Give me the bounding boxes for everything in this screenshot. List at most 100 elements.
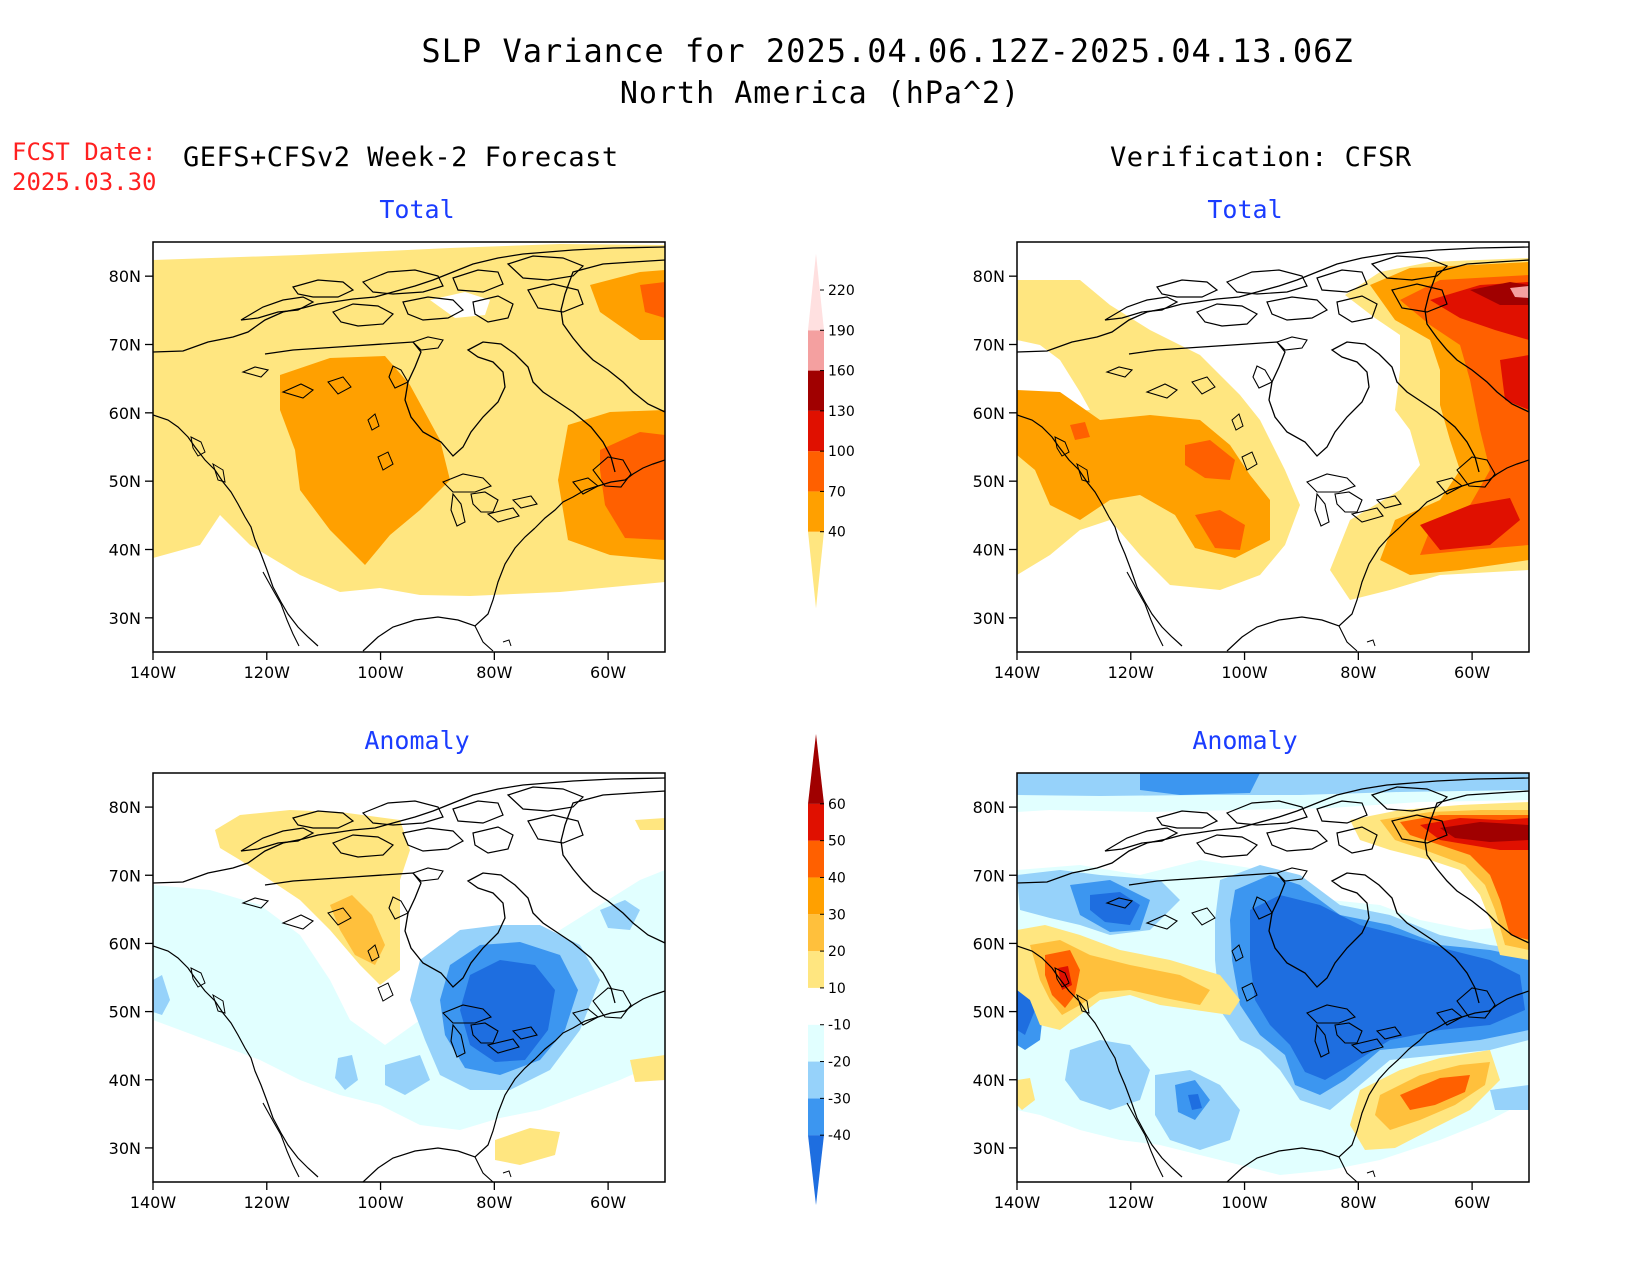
colorbar-swatch	[808, 253, 824, 331]
colorbar-swatch	[808, 803, 824, 841]
colorbar-swatch	[808, 531, 824, 609]
lat-tick-label: 40N	[109, 1071, 141, 1090]
lat-tick-label: 40N	[109, 541, 141, 560]
colorbar-label: 40	[828, 525, 846, 541]
colorbar-label: -30	[828, 1091, 851, 1107]
axis-ticks-group: 30N 40N 50N 60N 70N 80N 140W 120W 100W 80W 60W 30N 4…	[109, 267, 1491, 1212]
verification-anomaly-frame	[1016, 772, 1530, 1183]
colorbar-label: 40	[828, 870, 846, 886]
colorbar-label: 30	[828, 907, 846, 923]
lat-tick-label: 30N	[973, 609, 1005, 628]
colorbar-label: 160	[828, 364, 855, 380]
verification-anomaly-map	[1017, 773, 1529, 1182]
lon-tick-label: 80W	[1340, 663, 1376, 682]
forecast-anomaly-map	[153, 773, 665, 1182]
lat-tick-label: 50N	[973, 472, 1005, 491]
lat-tick-label: 30N	[973, 1139, 1005, 1158]
lat-tick-label: 70N	[109, 336, 141, 355]
colorbar-swatch	[808, 370, 824, 411]
lon-tick-label: 120W	[1108, 663, 1155, 682]
colorbar-label: 100	[828, 444, 855, 460]
colorbar-swatch	[808, 491, 824, 532]
lon-tick-label: 140W	[130, 1193, 177, 1212]
lat-tick-label: 60N	[973, 934, 1005, 953]
colorbar-label: 60	[828, 797, 846, 813]
colorbar-swatch	[808, 987, 824, 1025]
colorbar-label: 130	[828, 404, 855, 420]
verification-total-map	[1017, 242, 1529, 652]
colorbar-label: 190	[828, 323, 855, 339]
lon-tick-label: 120W	[244, 663, 291, 682]
colorbar-label: -40	[828, 1128, 851, 1144]
verification-total-frame	[1016, 241, 1530, 653]
lon-tick-label: 100W	[1221, 663, 1268, 682]
chart-subtitle: North America (hPa^2)	[619, 76, 1021, 111]
colorbar-swatch	[808, 733, 824, 804]
lat-tick-label: 60N	[109, 404, 141, 423]
colorbar-label: 20	[828, 944, 846, 960]
forecast-total-frame	[152, 241, 666, 653]
lon-tick-label: 80W	[1340, 1193, 1376, 1212]
lon-tick-label: 140W	[994, 663, 1041, 682]
colorbar-swatch	[808, 330, 824, 371]
lat-tick-label: 40N	[973, 541, 1005, 560]
lon-tick-label: 140W	[994, 1193, 1041, 1212]
colorbar-label: 50	[828, 834, 846, 850]
colorbar-label: 70	[828, 484, 846, 500]
lat-tick-label: 60N	[973, 404, 1005, 423]
lat-tick-label: 70N	[973, 336, 1005, 355]
colorbar-swatch	[808, 451, 824, 492]
lon-tick-label: 120W	[244, 1193, 291, 1212]
chart-title: SLP Variance for 2025.04.06.12Z-2025.04.…	[421, 32, 1354, 70]
colorbar-swatch	[808, 914, 824, 952]
lon-tick-label: 100W	[357, 1193, 404, 1212]
colorbar-swatch	[808, 1061, 824, 1099]
lat-tick-label: 50N	[973, 1003, 1005, 1022]
panel-title-forecast-total: Total	[379, 195, 455, 224]
lat-tick-label: 80N	[109, 267, 141, 286]
colorbar-label: -20	[828, 1055, 851, 1071]
colorbar-swatch	[808, 1098, 824, 1136]
total-colorbar: 40 70 100 130 160 190 220	[808, 253, 855, 609]
colorbar-label: -10	[828, 1018, 851, 1034]
forecast-anomaly-frame	[152, 772, 666, 1183]
lon-tick-label: 60W	[590, 663, 626, 682]
colorbar-swatch	[808, 840, 824, 878]
colorbar-label: 10	[828, 981, 846, 997]
lat-tick-label: 50N	[109, 1003, 141, 1022]
lon-tick-label: 100W	[1221, 1193, 1268, 1212]
lon-tick-label: 120W	[1108, 1193, 1155, 1212]
forecast-date-label: FCST Date:	[12, 138, 157, 166]
panel-title-verification-total: Total	[1207, 195, 1283, 224]
lon-tick-label: 60W	[590, 1193, 626, 1212]
lon-tick-label: 60W	[1454, 663, 1490, 682]
lat-tick-label: 50N	[109, 472, 141, 491]
lon-tick-label: 140W	[130, 663, 177, 682]
lon-tick-label: 80W	[476, 1193, 512, 1212]
colorbar-swatch	[808, 877, 824, 915]
lat-tick-label: 30N	[109, 609, 141, 628]
colorbar-swatch	[808, 1135, 824, 1206]
colorbar-label: 220	[828, 283, 855, 299]
lon-tick-label: 100W	[357, 663, 404, 682]
colorbar-swatch	[808, 951, 824, 988]
lat-tick-label: 30N	[109, 1139, 141, 1158]
verification-column-header: Verification: CFSR	[1110, 142, 1412, 173]
anomaly-colorbar: -40 -30 -20 -10 10 20 30 40 50 60	[808, 733, 851, 1206]
lat-tick-label: 80N	[109, 798, 141, 817]
forecast-date-value: 2025.03.30	[12, 168, 157, 196]
panel-title-forecast-anomaly: Anomaly	[364, 726, 470, 755]
lat-tick-label: 80N	[973, 267, 1005, 286]
colorbar-swatch	[808, 410, 824, 452]
forecast-column-header: GEFS+CFSv2 Week-2 Forecast	[183, 142, 619, 173]
lat-tick-label: 60N	[109, 934, 141, 953]
lat-tick-label: 70N	[109, 866, 141, 885]
forecast-total-map	[153, 242, 665, 652]
panel-title-verification-anomaly: Anomaly	[1192, 726, 1298, 755]
lat-tick-label: 80N	[973, 798, 1005, 817]
colorbar-swatch	[808, 1024, 824, 1062]
lon-tick-label: 60W	[1454, 1193, 1490, 1212]
lat-tick-label: 40N	[973, 1071, 1005, 1090]
lon-tick-label: 80W	[476, 663, 512, 682]
